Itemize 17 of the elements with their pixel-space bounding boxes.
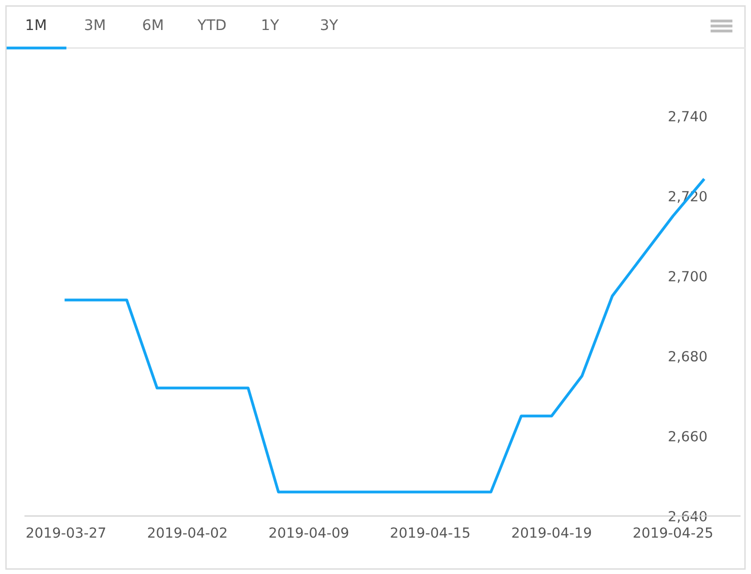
x-tick-label: 2019-04-19: [512, 527, 591, 538]
text: 3Y: [321, 19, 338, 30]
y-tick-label: 2,660: [668, 430, 707, 443]
y-tick-label: 2,740: [668, 110, 707, 123]
text: YTD: [197, 19, 226, 30]
text: 1Y: [262, 19, 280, 30]
x-tick-label: 2019-04-25: [634, 527, 712, 538]
text: 1M: [26, 19, 46, 30]
text: 3M: [85, 19, 105, 30]
line-series: [64, 178, 705, 494]
y-tick-label: 2,680: [668, 350, 707, 363]
x-tick-label: 2019-04-02: [148, 527, 226, 538]
x-tick-label: 2019-04-15: [390, 527, 470, 538]
x-tick-label: 2019-04-09: [269, 527, 348, 538]
x-tick-label: 2019-03-27: [26, 527, 106, 538]
text: 6M: [143, 19, 163, 30]
y-tick-label: 2,700: [668, 270, 707, 283]
